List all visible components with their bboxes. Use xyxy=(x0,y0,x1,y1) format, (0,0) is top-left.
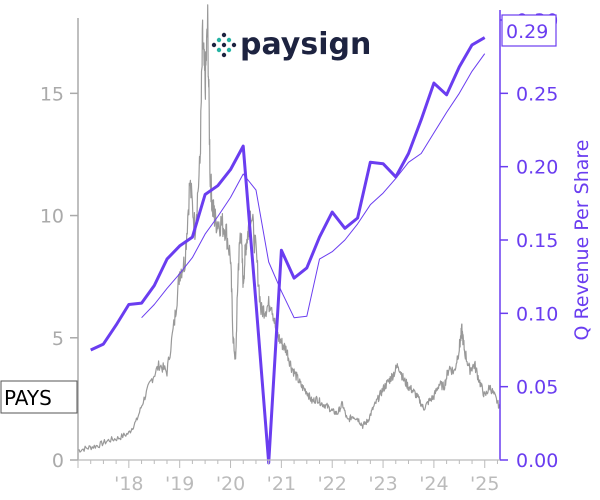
left-tick-label: 0 xyxy=(52,450,64,472)
trailing-average-layer xyxy=(141,53,486,319)
right-tick-label: 0.20 xyxy=(516,157,558,179)
right-tick-label: 0.10 xyxy=(516,303,558,325)
left-tick-label: 15 xyxy=(40,83,64,105)
ticker-label: PAYS xyxy=(0,380,78,414)
ticker-text: PAYS xyxy=(4,386,52,410)
x-tick-label: '24 xyxy=(419,473,448,495)
last-value-text: 0.29 xyxy=(506,21,548,43)
right-tick-label: 0.15 xyxy=(516,230,558,252)
price-series-line xyxy=(77,4,501,453)
x-tick-label: '20 xyxy=(216,473,245,495)
axes-layer: 0510150.000.050.100.150.200.250.30'18'19… xyxy=(40,10,558,495)
x-tick-label: '19 xyxy=(165,473,194,495)
x-tick-label: '25 xyxy=(470,473,499,495)
logo-mark-icon xyxy=(211,32,237,58)
right-tick-label: 0.05 xyxy=(516,377,558,399)
revenue-series-layer xyxy=(90,36,486,465)
logo: paysign xyxy=(211,27,371,62)
right-tick-label: 0.25 xyxy=(516,83,558,105)
x-tick-label: '18 xyxy=(114,473,143,495)
logo-text: paysign xyxy=(240,27,371,62)
x-tick-label: '23 xyxy=(368,473,397,495)
right-tick-label: 0.00 xyxy=(516,450,558,472)
price-series-layer xyxy=(77,4,501,453)
left-tick-label: 10 xyxy=(40,206,64,228)
trailing-average-line xyxy=(141,53,486,319)
x-tick-label: '21 xyxy=(267,473,296,495)
last-value-badge: 0.29 xyxy=(501,14,557,47)
left-tick-label: 5 xyxy=(52,328,64,350)
right-axis-title: Q Revenue Per Share xyxy=(571,140,593,341)
revenue-series-line xyxy=(90,36,486,465)
x-tick-label: '22 xyxy=(318,473,347,495)
